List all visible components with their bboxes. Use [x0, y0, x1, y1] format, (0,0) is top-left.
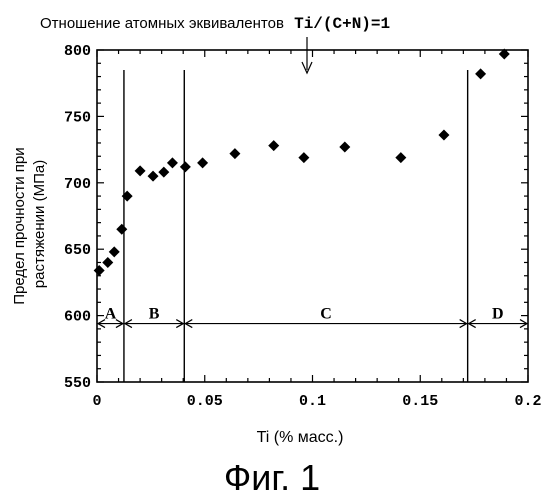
data-point: [298, 152, 309, 163]
data-point: [109, 246, 120, 257]
region-boundaries: [124, 70, 468, 382]
top-annotation: Отношение атомных эквивалентов Ti/(C+N)=…: [40, 15, 390, 33]
x-tick-labels: 0 0.05 0.1 0.15 0.2: [92, 393, 541, 410]
x-tick-label: 0.2: [514, 393, 541, 410]
region-arrows: A B C D: [98, 306, 527, 328]
y-tick-label: 650: [64, 242, 91, 259]
y-tick-label: 750: [64, 109, 91, 126]
y-tick-label: 550: [64, 375, 91, 392]
top-annotation-prefix: Отношение атомных эквивалентов: [40, 15, 284, 32]
y-tick-labels: 550 600 650 700 750 800: [64, 43, 91, 392]
data-point: [438, 129, 449, 140]
top-annotation-formula: Ti/(C+N)=1: [294, 15, 390, 33]
y-tick-label: 600: [64, 309, 91, 326]
y-axis-label: Предел прочности при растяжении (МПа): [11, 143, 48, 305]
y-tick-label: 800: [64, 43, 91, 60]
data-point: [268, 140, 279, 151]
region-label: B: [149, 306, 160, 323]
region-label: A: [105, 306, 117, 323]
x-tick-label: 0: [92, 393, 101, 410]
data-point: [158, 167, 169, 178]
data-point: [148, 171, 159, 182]
data-point: [229, 148, 240, 159]
x-tick-label: 0.05: [187, 393, 223, 410]
y-tick-label: 700: [64, 176, 91, 193]
region-label: D: [492, 306, 504, 323]
axis-ticks: [97, 50, 528, 382]
x-tick-label: 0.1: [299, 393, 326, 410]
figure-caption: Фиг. 1: [224, 457, 320, 498]
plot-frame: [97, 50, 528, 382]
data-point: [135, 165, 146, 176]
data-point: [94, 265, 105, 276]
y-axis-label-line2: растяжении (МПа): [31, 160, 48, 288]
data-point: [167, 157, 178, 168]
x-tick-label: 0.15: [402, 393, 438, 410]
x-axis-label: Ti (% масс.): [257, 429, 344, 446]
data-points: [94, 48, 510, 275]
region-label: C: [320, 306, 332, 323]
data-point: [116, 224, 127, 235]
data-point: [102, 257, 113, 268]
data-point: [395, 152, 406, 163]
data-point: [475, 68, 486, 79]
y-axis-label-line1: Предел прочности при: [11, 147, 28, 304]
data-point: [180, 161, 191, 172]
data-point: [339, 141, 350, 152]
data-point: [197, 157, 208, 168]
